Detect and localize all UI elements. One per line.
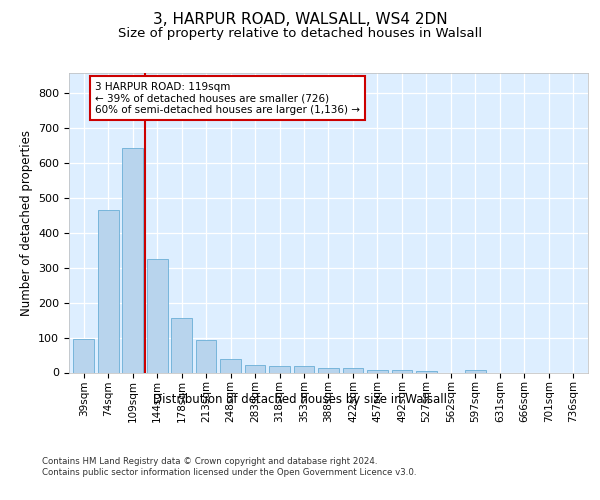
Bar — [416, 371, 437, 372]
Text: Distribution of detached houses by size in Walsall: Distribution of detached houses by size … — [153, 392, 447, 406]
Text: Contains HM Land Registry data © Crown copyright and database right 2024.
Contai: Contains HM Land Registry data © Crown c… — [42, 458, 416, 477]
Bar — [73, 340, 94, 372]
Bar — [318, 368, 339, 372]
Text: 3, HARPUR ROAD, WALSALL, WS4 2DN: 3, HARPUR ROAD, WALSALL, WS4 2DN — [152, 12, 448, 28]
Bar — [245, 365, 265, 372]
Bar — [293, 366, 314, 372]
Text: 3 HARPUR ROAD: 119sqm
← 39% of detached houses are smaller (726)
60% of semi-det: 3 HARPUR ROAD: 119sqm ← 39% of detached … — [95, 82, 360, 114]
Bar — [196, 340, 217, 372]
Bar — [367, 370, 388, 372]
Bar — [343, 368, 364, 372]
Bar — [122, 148, 143, 372]
Bar — [392, 370, 412, 372]
Bar — [269, 366, 290, 372]
Bar — [147, 259, 167, 372]
Text: Size of property relative to detached houses in Walsall: Size of property relative to detached ho… — [118, 28, 482, 40]
Bar — [220, 358, 241, 372]
Bar — [98, 210, 119, 372]
Bar — [171, 318, 192, 372]
Bar — [465, 370, 486, 372]
Y-axis label: Number of detached properties: Number of detached properties — [20, 130, 32, 316]
